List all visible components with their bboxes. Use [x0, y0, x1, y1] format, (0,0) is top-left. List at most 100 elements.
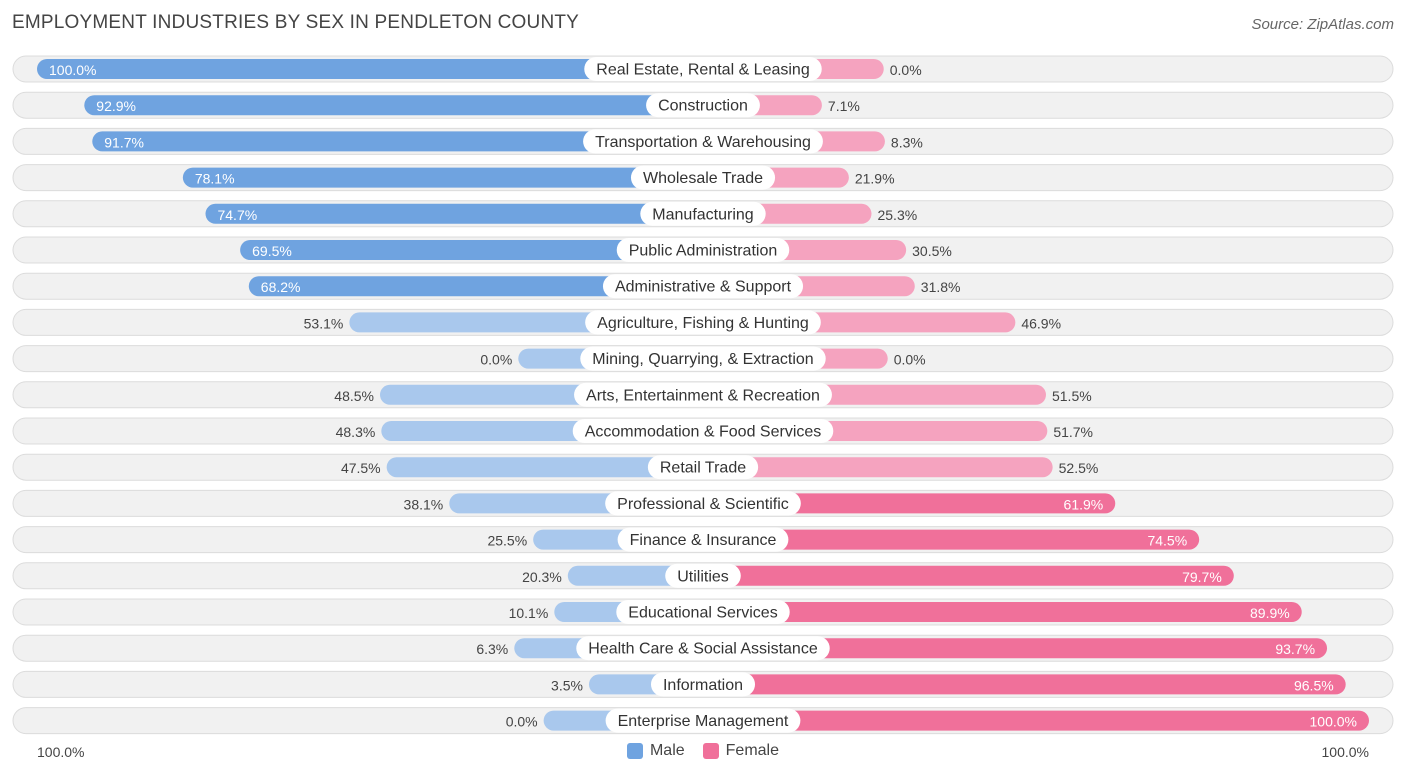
category-label: Health Care & Social Assistance — [588, 641, 818, 658]
category-label-box — [602, 274, 804, 299]
axis-right-label: 100.0% — [1321, 744, 1369, 760]
bar-female — [703, 529, 1200, 550]
category-label-box — [576, 636, 830, 661]
category-label-box — [646, 93, 760, 118]
value-label-male: 25.5% — [487, 533, 527, 549]
bar-female — [703, 565, 1234, 586]
category-label: Real Estate, Rental & Leasing — [596, 62, 809, 79]
value-label-male: 68.2% — [261, 279, 301, 295]
category-label: Educational Services — [628, 605, 777, 622]
category-label: Transportation & Warehousing — [595, 134, 811, 151]
value-label-female: 25.3% — [877, 207, 917, 223]
value-label-male: 74.7% — [217, 207, 257, 223]
category-label: Manufacturing — [652, 206, 753, 223]
category-label: Accommodation & Food Services — [585, 424, 822, 441]
value-label-female: 7.1% — [828, 98, 860, 114]
bar-male — [84, 95, 703, 116]
value-label-female: 21.9% — [855, 171, 895, 187]
bar-female — [703, 674, 1346, 695]
value-label-female: 61.9% — [1064, 496, 1104, 512]
bar-female — [703, 710, 1369, 731]
value-label-male: 100.0% — [49, 62, 96, 78]
category-label-box — [605, 708, 801, 733]
category-label: Enterprise Management — [618, 713, 789, 730]
bar-male — [92, 131, 703, 152]
category-label: Professional & Scientific — [617, 496, 789, 513]
category-label-box — [580, 346, 826, 371]
legend: Male Female — [0, 742, 1406, 760]
category-label-box — [572, 419, 834, 443]
value-label-male: 0.0% — [480, 352, 512, 368]
value-label-female: 74.5% — [1147, 533, 1187, 549]
category-label: Administrative & Support — [615, 279, 792, 296]
chart-title: EMPLOYMENT INDUSTRIES BY SEX IN PENDLETO… — [12, 12, 580, 33]
bar-female — [703, 493, 1116, 514]
category-label: Public Administration — [629, 243, 778, 260]
value-label-male: 69.5% — [252, 243, 292, 259]
value-label-female: 52.5% — [1059, 460, 1099, 476]
bar-female — [703, 602, 1302, 622]
bar-male — [182, 167, 703, 188]
category-label-box — [650, 672, 756, 697]
value-label-male: 47.5% — [341, 460, 381, 476]
source-credit: Source: ZipAtlas.com — [1251, 16, 1394, 33]
legend-label-male: Male — [649, 742, 685, 759]
category-label-box — [665, 563, 741, 588]
bar-male — [248, 276, 703, 297]
value-label-male: 78.1% — [195, 171, 235, 187]
value-label-female: 93.7% — [1275, 641, 1315, 657]
category-label-box — [616, 238, 790, 262]
value-label-male: 92.9% — [96, 98, 136, 114]
category-label-box — [574, 382, 832, 407]
category-label-box — [647, 455, 759, 480]
value-label-male: 3.5% — [551, 677, 583, 693]
legend-swatch-male — [626, 743, 643, 759]
value-label-female: 31.8% — [921, 279, 961, 295]
category-label: Information — [663, 677, 743, 694]
category-label: Wholesale Trade — [643, 170, 763, 187]
value-label-male: 48.3% — [336, 424, 376, 440]
bar-female — [703, 638, 1328, 659]
category-label-box — [616, 600, 790, 624]
bar-male — [37, 59, 703, 79]
axis-left-label: 100.0% — [37, 744, 85, 760]
category-label-box — [617, 527, 789, 552]
value-label-male: 0.0% — [506, 714, 538, 730]
bar-male — [240, 240, 703, 260]
category-label: Mining, Quarrying, & Extraction — [592, 351, 813, 368]
category-label: Agriculture, Fishing & Hunting — [597, 315, 809, 332]
bar-male — [386, 457, 703, 478]
legend-label-female: Female — [725, 742, 780, 759]
bar-female — [703, 457, 1053, 478]
value-label-female: 0.0% — [894, 352, 926, 368]
value-label-male: 10.1% — [509, 605, 549, 621]
category-label: Utilities — [677, 568, 729, 585]
category-label: Finance & Insurance — [630, 532, 777, 549]
category-label-box — [640, 201, 766, 226]
legend-item-male[interactable]: Male — [626, 742, 685, 760]
value-label-female: 51.5% — [1052, 388, 1092, 404]
category-label: Retail Trade — [660, 460, 746, 477]
category-label: Construction — [658, 98, 748, 115]
category-label-box — [583, 129, 823, 154]
value-label-male: 20.3% — [522, 569, 562, 585]
value-label-male: 53.1% — [304, 315, 344, 331]
value-label-female: 79.7% — [1182, 569, 1222, 585]
category-label-box — [605, 491, 801, 516]
value-label-male: 48.5% — [334, 388, 374, 404]
value-label-female: 100.0% — [1310, 714, 1357, 730]
value-label-female: 89.9% — [1250, 605, 1290, 621]
category-label-box — [584, 57, 822, 81]
value-label-male: 91.7% — [104, 134, 144, 150]
value-label-female: 96.5% — [1294, 677, 1334, 693]
value-label-male: 38.1% — [404, 496, 444, 512]
category-label: Arts, Entertainment & Recreation — [586, 387, 820, 404]
value-label-female: 8.3% — [891, 134, 923, 150]
legend-item-female[interactable]: Female — [702, 742, 780, 760]
value-label-female: 51.7% — [1053, 424, 1093, 440]
category-label-box — [630, 165, 776, 190]
value-label-female: 46.9% — [1021, 315, 1061, 331]
legend-swatch-female — [702, 743, 719, 759]
value-label-female: 0.0% — [890, 62, 922, 78]
